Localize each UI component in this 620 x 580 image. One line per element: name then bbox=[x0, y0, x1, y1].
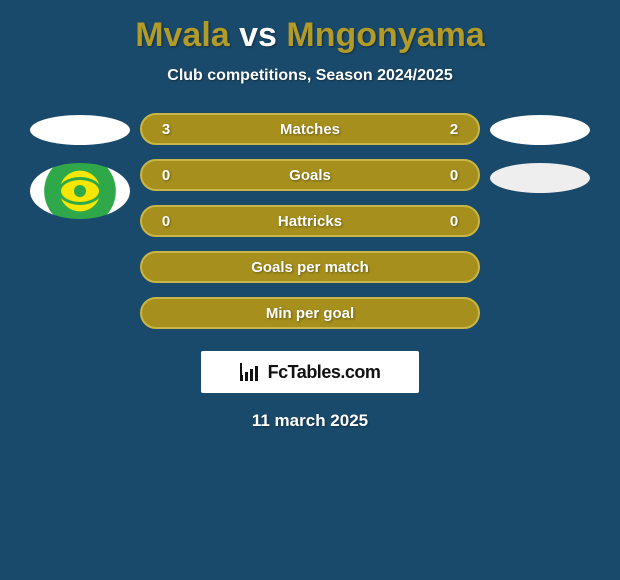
branding-logo: FcTables.com bbox=[201, 351, 419, 393]
stat-row-min-per-goal: Min per goal bbox=[140, 297, 480, 329]
stat-left-value: 0 bbox=[156, 167, 176, 184]
infographic-root: Mvala vs Mngonyama Club competitions, Se… bbox=[0, 0, 620, 580]
player-b-name: Mngonyama bbox=[286, 16, 484, 54]
stat-right-value: 2 bbox=[444, 121, 464, 138]
stat-label: Goals bbox=[176, 167, 444, 184]
stat-left-value: 3 bbox=[156, 121, 176, 138]
stats-section: 3 Matches 2 0 Goals 0 0 Hattricks 0 Goal… bbox=[18, 113, 602, 329]
player-a-club-badge bbox=[30, 163, 130, 219]
player-a-photo-placeholder bbox=[30, 115, 130, 145]
stat-right-value: 0 bbox=[444, 167, 464, 184]
stat-label: Hattricks bbox=[176, 213, 444, 230]
stat-row-goals: 0 Goals 0 bbox=[140, 159, 480, 191]
footer-date: 11 march 2025 bbox=[18, 411, 602, 431]
stat-left-value: 0 bbox=[156, 213, 176, 230]
left-column bbox=[30, 113, 130, 219]
vs-separator: vs bbox=[230, 16, 287, 54]
player-b-photo-placeholder bbox=[490, 115, 590, 145]
page-subtitle: Club competitions, Season 2024/2025 bbox=[18, 67, 602, 85]
stat-row-hattricks: 0 Hattricks 0 bbox=[140, 205, 480, 237]
stat-row-goals-per-match: Goals per match bbox=[140, 251, 480, 283]
stat-label: Goals per match bbox=[156, 259, 464, 276]
stat-label: Min per goal bbox=[156, 305, 464, 322]
stat-rows: 3 Matches 2 0 Goals 0 0 Hattricks 0 Goal… bbox=[140, 113, 480, 329]
branding-text: FcTables.com bbox=[268, 362, 381, 383]
page-title: Mvala vs Mngonyama bbox=[18, 12, 602, 55]
stat-label: Matches bbox=[176, 121, 444, 138]
stat-row-matches: 3 Matches 2 bbox=[140, 113, 480, 145]
player-a-name: Mvala bbox=[135, 16, 230, 54]
stat-right-value: 0 bbox=[444, 213, 464, 230]
bar-chart-icon bbox=[240, 363, 262, 381]
right-column bbox=[490, 113, 590, 193]
player-b-club-placeholder bbox=[490, 163, 590, 193]
